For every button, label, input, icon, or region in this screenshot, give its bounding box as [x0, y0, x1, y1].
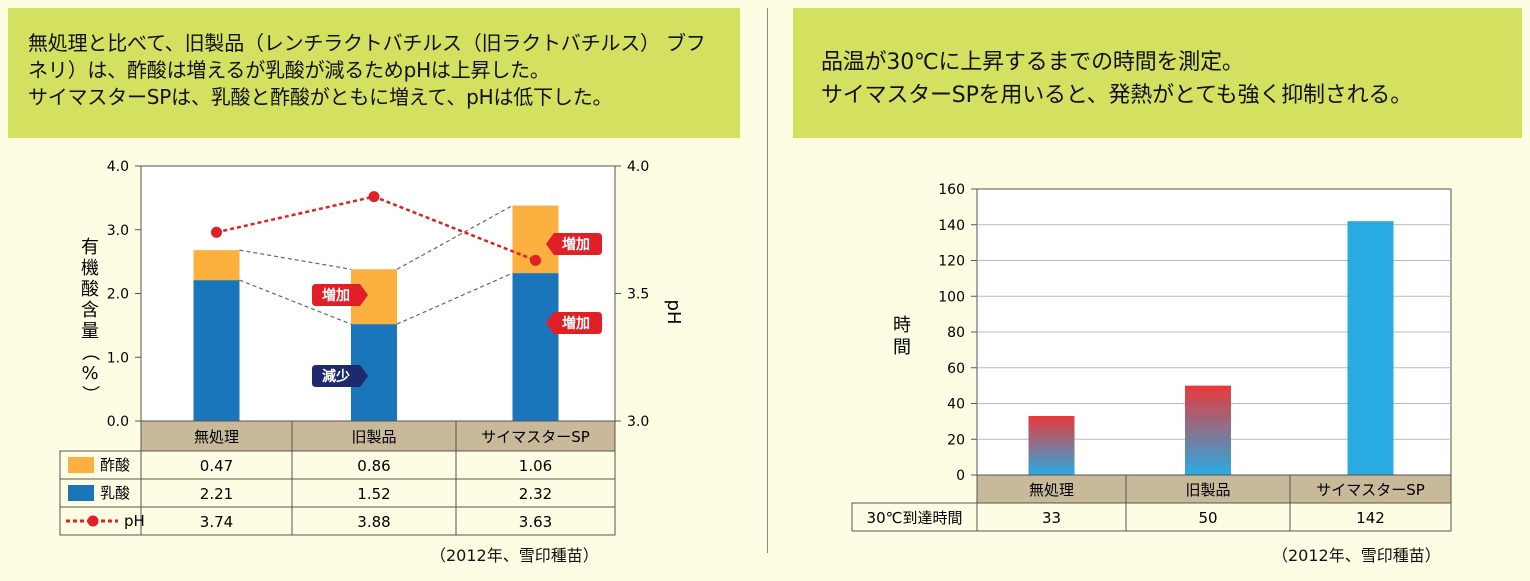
left-table-value-cell: 3.74	[200, 513, 233, 531]
right-table-value-cell: 33	[1042, 509, 1061, 527]
right-table-value-cell: 142	[1356, 509, 1385, 527]
left-table-row	[59, 506, 616, 536]
stack-top-connector	[396, 204, 513, 270]
right-y-tick-label: 120	[938, 254, 965, 270]
stack-top-connector	[239, 249, 352, 270]
left-table-header-cell: 無処理	[194, 428, 239, 446]
left-caption-line-1: 無処理と比べて、旧製品（レンチラクトバチルス（旧ラクトバチルス） ブフ	[28, 31, 706, 55]
legend-swatch-lactic	[68, 485, 94, 501]
right-y-tick-label: 80	[947, 325, 965, 341]
legend-ph-marker	[87, 515, 99, 527]
callout-old-acetic-increase-shape	[312, 284, 368, 306]
ph-point	[530, 254, 541, 266]
left-table-header-cell: 旧製品	[351, 428, 396, 446]
right-table-value-cell: 50	[1198, 509, 1217, 527]
left-table-value-cell: 2.32	[519, 485, 552, 503]
left-caption-line-2: ネリ）は、酢酸は増えるが乳酸が減るためpHは上昇した。	[28, 58, 550, 82]
callout-sp-lactic-increase-shape	[546, 312, 602, 334]
right-y-axis-label-char: 間	[893, 337, 911, 358]
left-y-axis-label-char: ）	[79, 385, 100, 403]
left-y-tick-label: 2.0	[107, 287, 129, 303]
right-y2-tick-label: 3.0	[627, 414, 649, 430]
right-table-header-cell: 無処理	[1029, 481, 1074, 499]
right-caption: 品温が30℃に上昇するまでの時間を測定。 サイマスターSPを用いると、発熱がとて…	[793, 8, 1522, 138]
right-y2-tick-label: 4.0	[627, 159, 649, 175]
right-y-tick-label: 0	[956, 468, 965, 484]
acetic-acid-bar	[193, 250, 240, 281]
left-table-value-cell: 0.47	[200, 457, 233, 475]
right-table-row-label: 30℃到達時間	[867, 509, 963, 527]
left-table-value-cell: 2.21	[200, 485, 233, 503]
left-y-axis-label-char: 機	[81, 258, 99, 279]
left-y-axis-label-char: 量	[81, 321, 99, 342]
callout-sp-acetic-increase-label: 増加	[562, 236, 590, 253]
right-y-tick-label: 60	[947, 361, 965, 377]
right-y2-axis-label: pH	[663, 300, 684, 325]
left-table-value-cell: 1.52	[357, 485, 390, 503]
right-table-header-row	[976, 474, 1452, 504]
stack-mid-connector	[239, 279, 352, 325]
left-y-axis-label-char: 酸	[81, 279, 99, 300]
legend-ph-label: pH	[124, 512, 145, 530]
right-source-note: （2012年、雪印種苗）	[1272, 546, 1441, 565]
legend-swatch-acetic	[68, 457, 94, 473]
left-y-axis-label-char: 含	[81, 300, 99, 321]
right-table-row	[851, 502, 1452, 532]
right-y2-tick-label: 3.5	[627, 287, 649, 303]
lactic-acid-bar	[512, 273, 559, 421]
left-table-value-cell: 3.63	[519, 513, 552, 531]
right-y-tick-label: 20	[947, 432, 965, 448]
right-table-header-cell: サイマスターSP	[1316, 481, 1425, 499]
right-y-tick-label: 160	[938, 182, 965, 198]
time-to-30c-bar	[1028, 416, 1075, 475]
left-table-value-cell: 3.88	[357, 513, 390, 531]
left-table-value-cell: 1.06	[519, 457, 552, 475]
panel-divider	[767, 8, 768, 553]
callout-old-lactic-decrease-shape	[312, 365, 368, 387]
callout-old-acetic-increase-label: 増加	[322, 287, 350, 304]
left-y-axis-label-char: （	[79, 343, 100, 361]
right-y-tick-label: 140	[938, 218, 965, 234]
left-table-header-cell: サイマスターSP	[481, 428, 590, 446]
ph-point	[368, 191, 380, 203]
left-y-axis-label-char: %	[81, 363, 98, 384]
ph-point	[211, 226, 222, 238]
time-to-30c-bar	[1185, 385, 1231, 475]
left-y-tick-label: 3.0	[107, 223, 129, 239]
legend-label-lactic: 乳酸	[100, 484, 130, 502]
left-y-tick-label: 0.0	[107, 414, 129, 430]
callout-sp-acetic-increase-shape	[546, 233, 602, 255]
left-y-tick-label: 1.0	[107, 350, 129, 366]
left-caption-line-3: サイマスターSPは、乳酸と酢酸がともに増えて、pHは低下した。	[28, 85, 613, 109]
left-caption: 無処理と比べて、旧製品（レンチラクトバチルス（旧ラクトバチルス） ブフ ネリ）は…	[8, 8, 740, 138]
right-caption-line-2: サイマスターSPを用いると、発熱がとても強く抑制される。	[821, 83, 1412, 108]
lactic-acid-bar	[193, 280, 240, 421]
left-y-axis-label-char: 有	[81, 237, 99, 258]
callout-old-lactic-decrease-label: 減少	[322, 368, 350, 385]
stack-mid-connector	[396, 272, 513, 325]
right-y-axis-label-char: 時	[893, 315, 911, 336]
right-table-header-cell: 旧製品	[1185, 481, 1230, 499]
left-table-value-cell: 0.86	[357, 457, 390, 475]
callout-sp-lactic-increase-label: 増加	[562, 315, 590, 332]
legend-label-acetic: 酢酸	[100, 456, 130, 474]
right-y-tick-label: 100	[938, 289, 965, 305]
right-caption-line-1: 品温が30℃に上昇するまでの時間を測定。	[821, 50, 1244, 75]
left-y-tick-label: 4.0	[107, 159, 129, 175]
left-source-note: （2012年、雪印種苗）	[430, 546, 599, 565]
time-to-30c-bar	[1347, 221, 1394, 475]
right-y-tick-label: 40	[947, 397, 965, 413]
